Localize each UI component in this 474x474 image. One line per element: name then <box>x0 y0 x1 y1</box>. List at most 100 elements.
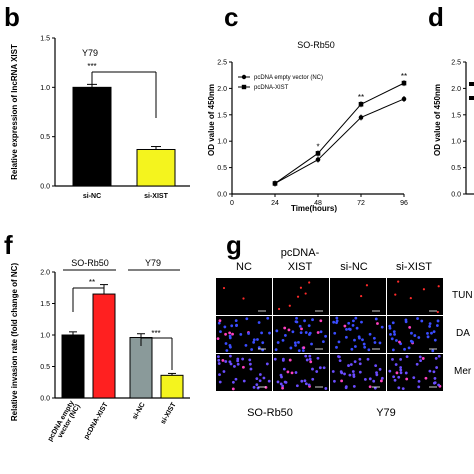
panel-g-cell <box>344 335 348 339</box>
panel-g-cell <box>415 362 419 366</box>
panel-g-cell <box>262 376 266 380</box>
panel-g-cell <box>361 338 364 342</box>
panel-g-cell <box>405 355 409 359</box>
panel-g-cell <box>417 336 421 339</box>
panel-f-significance-1: *** <box>151 329 160 338</box>
panel-g-cell <box>434 356 438 360</box>
panel-g-cell <box>249 367 253 371</box>
panel-d-legend-marker <box>469 82 474 86</box>
panel-g-cell <box>276 380 280 384</box>
panel-g-cell <box>236 359 240 363</box>
panel-g-cell <box>407 346 411 350</box>
panel-g-cell <box>295 320 299 324</box>
panel-g-cell <box>248 362 252 366</box>
panel-g-cell <box>288 358 292 362</box>
panel-c-ytick-label: 0.5 <box>217 165 227 172</box>
panel-g-cell <box>437 383 441 387</box>
panel-g-cell <box>217 358 221 362</box>
panel-c-point <box>401 96 407 102</box>
panel-g-cell <box>295 384 299 388</box>
panel-g-image-grid: NC pcDNA- XIST si-NC si-XIST TUN DA Mer … <box>216 247 473 419</box>
panel-g-cell <box>241 365 245 369</box>
panel-g-cell <box>297 340 300 344</box>
panel-g-cell <box>348 328 352 331</box>
panel-g-col-label-3: si-XIST <box>396 261 432 273</box>
panel-g-cell <box>376 322 379 325</box>
panel-g-cell <box>397 280 400 283</box>
panel-g-cell <box>374 317 378 321</box>
panel-g-cell <box>399 371 403 375</box>
panel-g-cell <box>265 362 269 366</box>
panel-g-cell <box>235 324 238 328</box>
panel-g-cell <box>318 366 322 370</box>
panel-g-cell <box>410 331 413 335</box>
panel-g-cell <box>375 371 378 375</box>
panel-g-cell <box>436 319 440 323</box>
panel-g-cell <box>307 324 311 328</box>
panel-c-ytick-label: 1.0 <box>217 139 227 146</box>
panel-g-cell <box>340 379 344 383</box>
panel-g-cell <box>218 380 222 384</box>
panel-g-tile <box>216 278 272 315</box>
panel-g-cell <box>248 358 252 362</box>
panel-g-cell <box>221 359 225 362</box>
panel-g-col-label-0: NC <box>236 261 252 273</box>
panel-g-cell <box>228 336 232 340</box>
panel-g-cell <box>352 375 356 378</box>
panel-g-cell <box>375 373 379 377</box>
panel-g-cell <box>335 319 339 323</box>
panel-g-tiles <box>216 278 443 391</box>
panel-g-cell <box>436 310 439 314</box>
panel-g-cell <box>309 360 313 364</box>
panel-g-group-label-1: Y79 <box>376 407 396 419</box>
panel-g-cell <box>366 357 370 361</box>
panel-c-xtick-label: 24 <box>271 200 279 207</box>
panel-g-cell <box>304 292 307 295</box>
panel-c-axes: 0.0 0.5 1.0 1.5 2.0 2.5 0 24 48 72 96 <box>217 60 408 208</box>
panel-g-cell <box>303 319 306 323</box>
panel-g-cell <box>397 375 401 379</box>
panel-f-bar <box>92 293 116 399</box>
panel-g-cell <box>308 357 312 361</box>
panel-g-cell <box>365 284 369 287</box>
panel-g-cell <box>388 326 392 330</box>
panel-g-tile <box>330 316 386 353</box>
panel-g-cell <box>319 330 323 334</box>
panel-f-bar <box>61 334 85 399</box>
panel-g-cell <box>409 297 412 300</box>
panel-g-cell <box>274 348 278 352</box>
panel-g-cell <box>298 324 302 328</box>
panel-g-cell <box>389 332 392 336</box>
panel-g-cell <box>372 379 376 383</box>
panel-g-cell <box>363 345 367 349</box>
panel-g-cell <box>324 334 327 338</box>
panel-c-significance: ** <box>401 72 407 81</box>
panel-g-cell <box>307 383 311 387</box>
panel-d-chart: OD value of 450nm 2.5 2.0 1.5 1.0 0.5 0.0 <box>433 60 474 199</box>
panel-g-cell <box>242 379 246 383</box>
panel-g-col-label-2: si-NC <box>340 261 368 273</box>
panel-d-axes: 2.5 2.0 1.5 1.0 0.5 0.0 <box>451 60 474 199</box>
panel-g-cell <box>419 359 422 363</box>
panel-g-cell <box>372 336 376 340</box>
panel-g-cell <box>222 370 226 373</box>
panel-g-cell <box>279 382 283 386</box>
panel-g-cell <box>360 320 363 324</box>
panel-g-cell <box>391 357 394 361</box>
panel-g-tile <box>330 278 386 315</box>
panel-g-cell <box>404 371 408 375</box>
panel-g-cell <box>418 355 422 359</box>
panel-g-cell <box>302 346 306 350</box>
panel-d-ytick-label: 2.5 <box>451 60 461 67</box>
panel-c-ytick-label: 2.5 <box>217 60 227 67</box>
panel-g-cell <box>261 341 265 345</box>
panel-b-bars: si-NC si-XIST <box>72 71 176 200</box>
panel-g-cell <box>417 385 421 389</box>
panel-c-significance: ** <box>358 93 364 102</box>
panel-d-ytick-label: 0.5 <box>451 165 461 172</box>
panel-g-cell <box>393 378 397 382</box>
panel-g-cell <box>322 366 326 370</box>
panel-g-cell <box>388 369 392 373</box>
panel-g-cell <box>242 297 245 300</box>
